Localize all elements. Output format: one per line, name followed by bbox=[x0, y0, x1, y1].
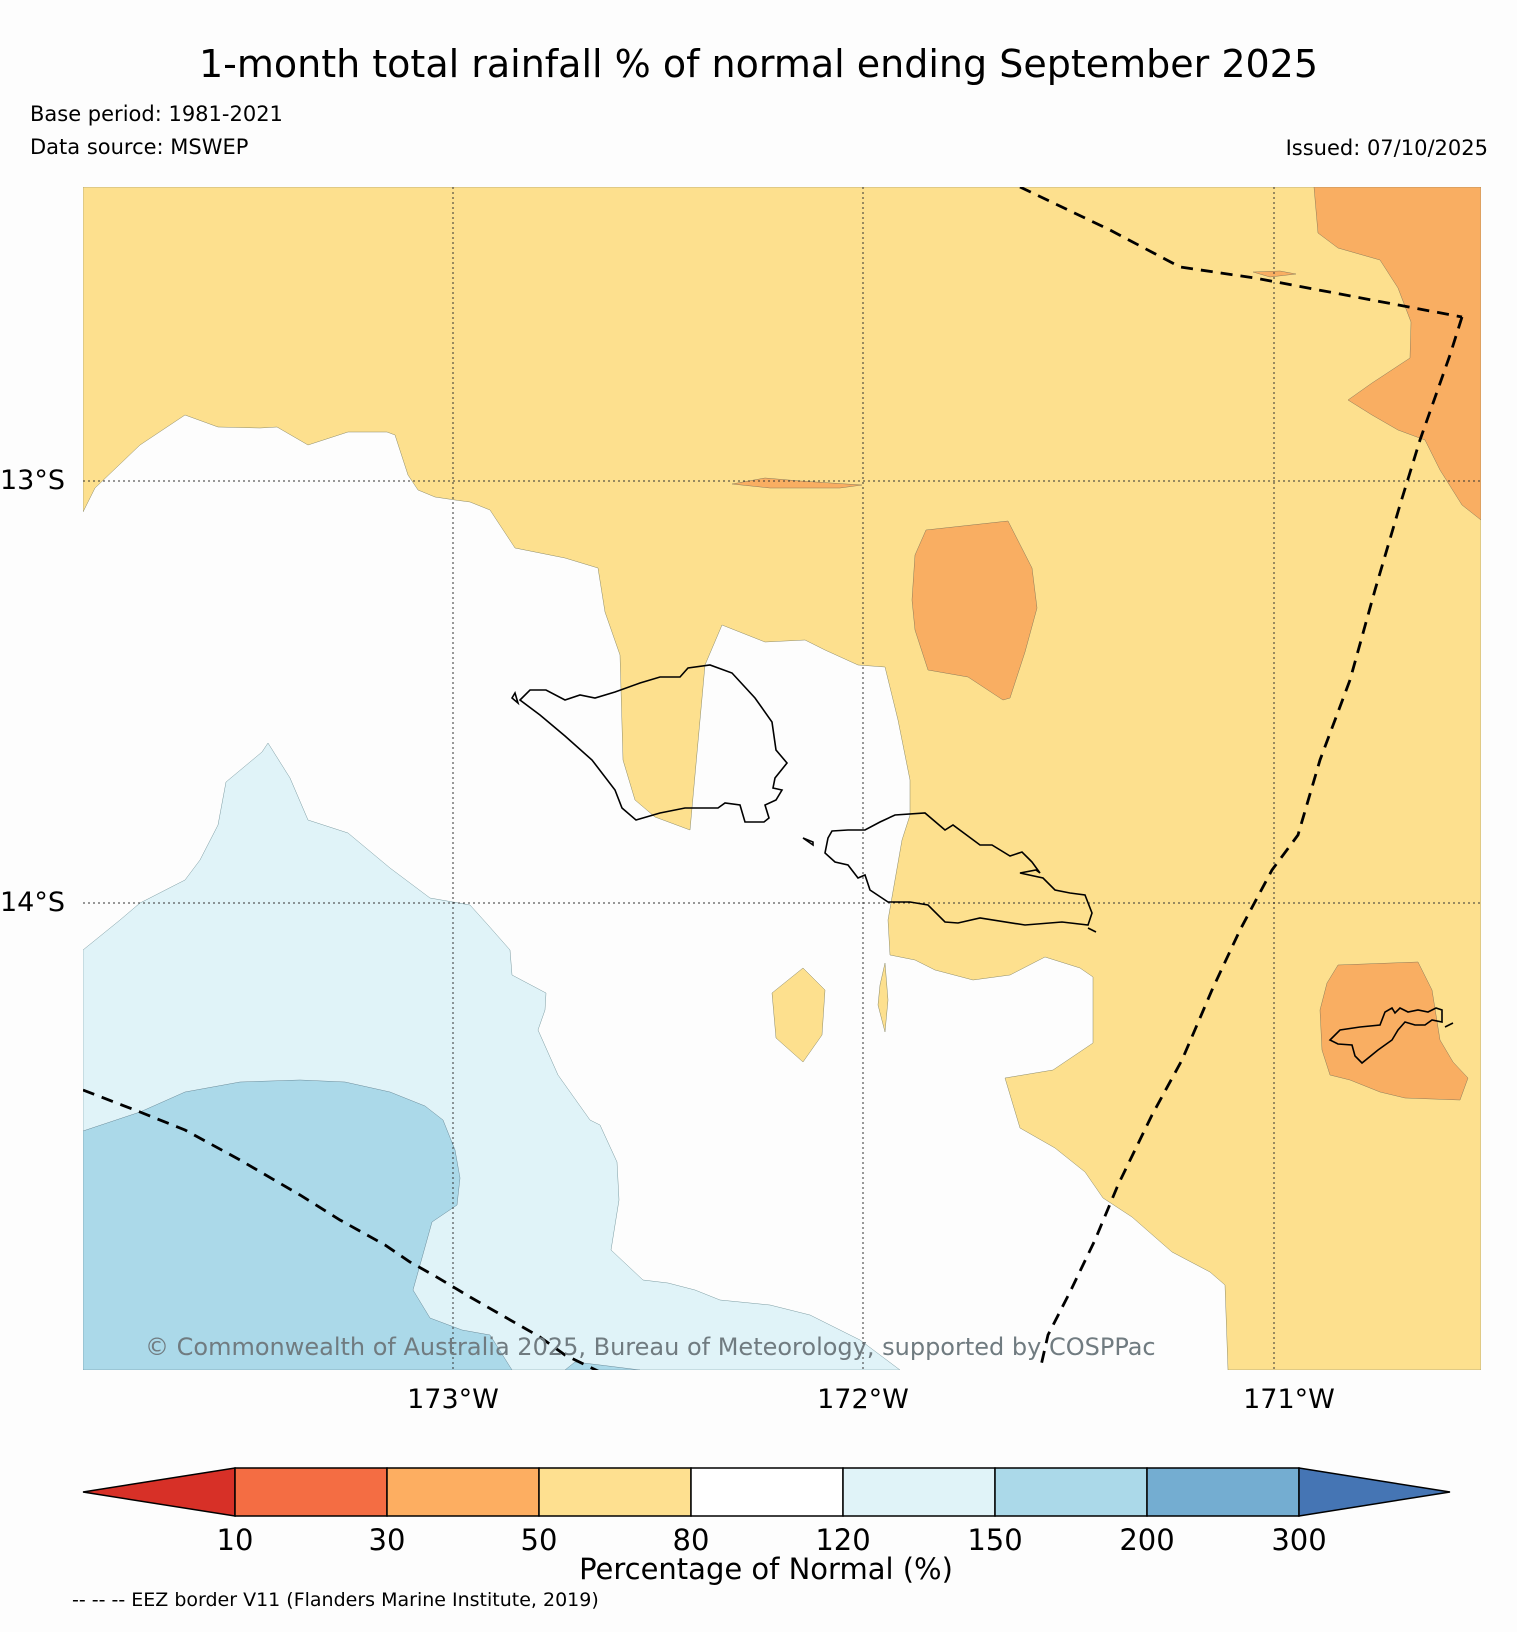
colorbar-tick-label: 120 bbox=[815, 1523, 870, 1557]
lon-label-171w: 171°W bbox=[1243, 1384, 1335, 1415]
colorbar-tick-label: 30 bbox=[369, 1523, 406, 1557]
colorbar-tick-label: 300 bbox=[1271, 1523, 1326, 1557]
region-30-50-northeast bbox=[1313, 187, 1481, 521]
coastline-apolima bbox=[510, 691, 520, 706]
colorbar-swatch bbox=[1146, 1467, 1300, 1517]
colorbar: 10 30 50 80 120 150 200 300 bbox=[82, 1467, 1451, 1557]
base-period-text: Base period: 1981-2021 bbox=[30, 102, 283, 126]
region-50-80-islet-b bbox=[877, 962, 889, 1033]
eez-border-north bbox=[1019, 187, 1463, 319]
lon-label-172w: 172°W bbox=[817, 1384, 909, 1415]
coastline-manono bbox=[802, 837, 814, 847]
lat-label-13s: 13°S bbox=[0, 465, 65, 496]
eez-border-east bbox=[1038, 316, 1464, 1370]
eez-borders bbox=[83, 187, 1464, 1370]
colorbar-tick-label: 80 bbox=[673, 1523, 710, 1557]
data-source-text: Data source: MSWEP bbox=[30, 135, 249, 159]
colorbar-tick-label: 150 bbox=[967, 1523, 1022, 1557]
coastline-upolu-east-tip bbox=[1087, 927, 1097, 933]
colorbar-swatch bbox=[386, 1467, 540, 1517]
colorbar-tick-label: 50 bbox=[521, 1523, 558, 1557]
coastline-tutuila bbox=[1328, 1006, 1443, 1065]
colorbar-swatch bbox=[842, 1467, 996, 1517]
region-150-200 bbox=[83, 1079, 513, 1370]
region-30-50-southeast bbox=[1319, 961, 1469, 1101]
region-30-50-centre bbox=[911, 520, 1038, 701]
coastlines bbox=[510, 664, 1454, 1065]
colorbar-swatch bbox=[994, 1467, 1148, 1517]
lat-label-14s: 14°S bbox=[0, 887, 65, 918]
copyright-text: © Commonwealth of Australia 2025, Bureau… bbox=[145, 1333, 1156, 1361]
colorbar-tick-label: 200 bbox=[1119, 1523, 1174, 1557]
issued-date-text: Issued: 07/10/2025 bbox=[1285, 136, 1488, 160]
eez-legend-note: -- -- -- EEZ border V11 (Flanders Marine… bbox=[72, 1589, 599, 1611]
lon-label-173w: 173°W bbox=[407, 1384, 499, 1415]
eez-border-southwest bbox=[83, 1088, 600, 1370]
colorbar-extend-high bbox=[1298, 1467, 1451, 1517]
colorbar-label: Percentage of Normal (%) bbox=[579, 1552, 953, 1586]
coastline-upolu bbox=[824, 812, 1093, 926]
graticule bbox=[83, 187, 1481, 1370]
coastline-aunuu bbox=[1444, 1022, 1454, 1028]
region-50-80-islet-a bbox=[771, 967, 826, 1063]
colorbar-tick-label: 10 bbox=[217, 1523, 254, 1557]
colorbar-swatch bbox=[234, 1467, 388, 1517]
region-50-80-main bbox=[83, 187, 1481, 1370]
map-title: 1-month total rainfall % of normal endin… bbox=[198, 42, 1319, 86]
map-plot-area: © Commonwealth of Australia 2025, Bureau… bbox=[83, 187, 1481, 1370]
colorbar-swatch bbox=[538, 1467, 692, 1517]
region-150-200-south bbox=[564, 1361, 641, 1370]
coastline-savaii bbox=[518, 664, 789, 823]
colorbar-extend-low bbox=[82, 1467, 236, 1517]
colorbar-swatch bbox=[690, 1467, 844, 1517]
